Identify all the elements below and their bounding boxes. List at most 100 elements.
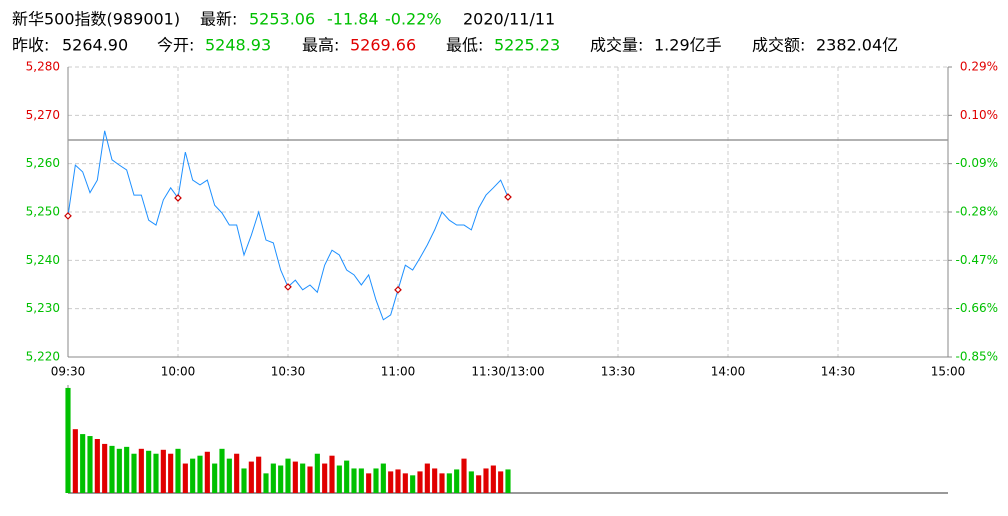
header-item: 5269.66 <box>350 36 416 55</box>
volume-bar <box>102 443 108 493</box>
volume-bar <box>344 460 350 493</box>
volume-bar <box>439 473 445 493</box>
volume-bar <box>446 473 452 493</box>
volume-bar <box>322 463 328 493</box>
volume-bar <box>234 453 240 493</box>
volume-bar <box>124 446 130 493</box>
header-item: 成交量: <box>590 36 643 55</box>
y2-tick-label: 0.10% <box>960 108 998 122</box>
x-tick-label: 10:00 <box>161 365 196 379</box>
x-tick-label: 11:00 <box>381 365 416 379</box>
volume-bar <box>278 465 284 493</box>
volume-bar <box>197 455 203 493</box>
volume-bar <box>219 448 225 493</box>
volume-bar <box>212 463 218 493</box>
header-item: -0.22% <box>385 10 442 29</box>
y2-tick-label: -0.28% <box>956 205 998 219</box>
y-tick-label: 5,260 <box>26 156 60 170</box>
volume-bar <box>380 463 386 493</box>
y2-tick-label: -0.09% <box>956 156 998 170</box>
y-tick-label: 5,220 <box>26 350 60 364</box>
tick-marker <box>174 194 182 202</box>
volume-bar <box>307 466 313 493</box>
volume-bar <box>358 468 364 493</box>
volume-bar <box>182 463 188 493</box>
y-tick-label: 5,240 <box>26 253 60 267</box>
x-tick-label: 15:00 <box>931 365 966 379</box>
header-item: 昨收: <box>12 36 49 55</box>
header-item: 今开: <box>157 36 194 55</box>
volume-bar <box>270 463 276 493</box>
volume-bar <box>138 448 144 493</box>
volume-bar <box>300 463 306 493</box>
volume-bar <box>72 429 78 493</box>
volume-bar <box>175 448 181 493</box>
volume-bar <box>160 449 166 493</box>
volume-bar <box>461 458 467 493</box>
volume-bar <box>366 473 372 493</box>
volume-bar <box>65 387 71 493</box>
header-item: 5248.93 <box>205 36 271 55</box>
volume-bar <box>248 461 254 493</box>
volume-bar <box>80 434 86 493</box>
volume-bar <box>314 453 320 493</box>
volume-bar <box>146 450 152 493</box>
volume-bar <box>263 473 269 493</box>
volume-bar <box>410 475 416 493</box>
header-item: 2020/11/11 <box>463 10 555 29</box>
volume-bar <box>116 448 122 493</box>
volume-bar <box>109 445 115 493</box>
volume-bar <box>432 468 438 493</box>
volume-bar <box>498 471 504 493</box>
header-item: 成交额: <box>752 36 805 55</box>
volume-bar <box>388 471 394 493</box>
volume-bar <box>131 453 137 493</box>
tick-marker <box>284 283 292 291</box>
x-tick-label: 10:30 <box>271 365 306 379</box>
volume-bar <box>395 469 401 493</box>
volume-bar <box>505 469 511 493</box>
volume-bar <box>373 468 379 493</box>
volume-bar <box>424 463 430 493</box>
volume-bar <box>94 439 100 493</box>
volume-bar <box>336 465 342 493</box>
tick-marker <box>64 212 72 220</box>
y2-tick-label: -0.66% <box>956 301 998 315</box>
header-item: 5253.06 <box>249 10 315 29</box>
x-tick-label: 14:00 <box>711 365 746 379</box>
header-item: 1.29亿手 <box>654 36 722 55</box>
y-tick-label: 5,230 <box>26 301 60 315</box>
x-tick-label: 11:30/13:00 <box>471 365 544 379</box>
y-tick-label: 5,250 <box>26 205 60 219</box>
volume-bar <box>256 456 262 493</box>
volume-bar <box>490 465 496 493</box>
volume-bar <box>417 471 423 493</box>
y2-tick-label: 0.29% <box>960 60 998 74</box>
volume-bar <box>190 458 196 493</box>
x-tick-label: 14:30 <box>821 365 856 379</box>
header-item: 5264.90 <box>62 36 128 55</box>
header-item: -11.84 <box>327 10 379 29</box>
volume-bar <box>153 453 159 493</box>
tick-marker <box>394 285 402 294</box>
header-item: 2382.04亿 <box>816 36 898 55</box>
volume-bar <box>402 473 408 493</box>
volume-bar <box>468 471 474 493</box>
volume-bar <box>483 468 489 493</box>
x-tick-label: 13:30 <box>601 365 636 379</box>
volume-bar <box>454 469 460 493</box>
volume-bar <box>204 451 210 493</box>
y2-tick-label: -0.47% <box>956 253 998 267</box>
volume-bar <box>168 453 174 493</box>
header-item: 5225.23 <box>494 36 560 55</box>
volume-bar <box>241 468 247 493</box>
x-tick-label: 09:30 <box>51 365 86 379</box>
y2-tick-label: -0.85% <box>956 350 998 364</box>
volume-bar <box>476 475 482 493</box>
volume-bar <box>329 455 335 493</box>
y-tick-label: 5,280 <box>26 60 60 74</box>
volume-bar <box>226 458 232 493</box>
y-tick-label: 5,270 <box>26 108 60 122</box>
header-item: 最高: <box>302 36 339 55</box>
